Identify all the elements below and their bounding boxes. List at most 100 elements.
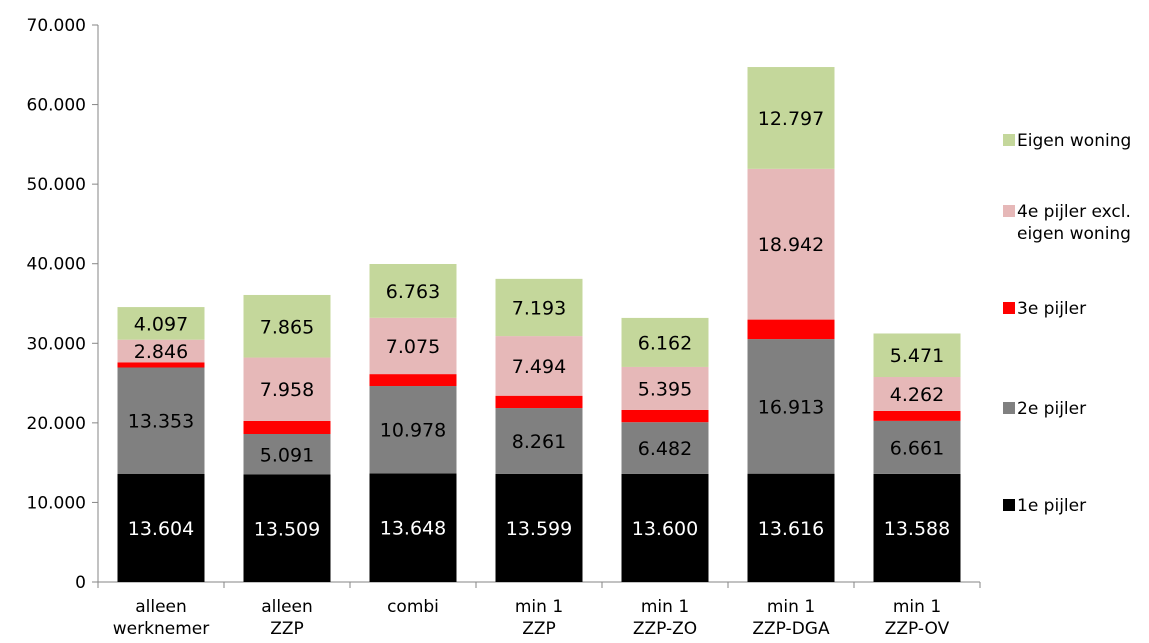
y-tick-label: 10.000 [27,493,86,513]
x-tick-label: min 1 [767,597,815,617]
bar-segment [621,317,709,367]
bar-segment [117,362,205,368]
legend-label: eigen woning [1017,224,1131,244]
legend-swatch [1003,499,1015,511]
bar-segment [621,366,709,410]
legend-swatch [1003,402,1015,414]
data-label: 4.262 [890,384,944,406]
legend-label: Eigen woning [1017,131,1131,151]
bar-segment [621,422,709,474]
bar-segment [369,264,457,318]
bar-segment [243,433,331,475]
x-tick-label: ZZP-DGA [752,619,830,639]
data-label: 6.162 [638,332,692,354]
data-label: 13.616 [758,518,824,540]
legend: Eigen woning 4e pijler excl.eigen woning 3… [1003,131,1131,516]
data-label: 5.091 [260,444,314,466]
y-tick-label: 60.000 [27,96,86,116]
data-label: 7.075 [386,336,440,358]
bar-segment [873,410,961,421]
data-label: 7.193 [512,297,566,319]
bars [117,67,961,582]
data-labels: 13.604 13.509 13.648 13.599 13.600 13.616 13.5… [128,108,950,540]
bar-segment [495,278,583,337]
bar-segment [495,395,583,409]
data-label: 6.482 [638,438,692,460]
bar-segment [747,339,835,474]
data-label: 5.395 [638,378,692,400]
legend-swatch [1003,134,1015,146]
x-tick-label: ZZP [522,619,556,639]
bar-segment [369,374,457,387]
bar-segment [873,420,961,474]
y-tick-label: 0 [75,573,86,593]
y-tick-label: 50.000 [27,175,86,195]
x-tick-label: min 1 [641,597,689,617]
y-tick-label: 70.000 [27,16,86,36]
bar-segment [369,473,457,582]
bar-segment [117,339,205,363]
bar-segment [747,473,835,582]
bar-segment [747,319,835,340]
data-label: 18.942 [758,234,824,256]
bar-segment [621,473,709,582]
data-label: 4.097 [134,313,188,335]
legend-label: 3e pijler [1017,299,1086,319]
data-label: 7.494 [512,356,566,378]
x-tick-label: ZZP-ZO [633,619,697,639]
bar-segment [495,336,583,396]
bar-segment [873,333,961,378]
data-label: 7.958 [260,379,314,401]
x-tick-label: alleen [261,597,313,617]
axes: 0 10.000 20.000 30.000 40.000 50.000 60.000 70.… [27,16,981,639]
data-label: 13.588 [884,518,950,540]
data-label: 13.599 [506,518,572,540]
data-label: 12.797 [758,108,824,130]
bar-segment [873,377,961,411]
legend-swatch [1003,302,1015,314]
data-label: 13.600 [632,518,698,540]
legend-label: 1e pijler [1017,496,1086,516]
data-label: 7.865 [260,316,314,338]
legend-label: 2e pijler [1017,399,1086,419]
data-label: 6.763 [386,281,440,303]
data-label: 2.846 [134,341,188,363]
data-label: 13.648 [380,518,446,540]
y-tick-label: 30.000 [27,334,86,354]
data-label: 10.978 [380,420,446,442]
bar-segment [621,409,709,423]
data-label: 5.471 [890,345,944,367]
bar-segment [117,473,205,582]
data-label: 8.261 [512,431,566,453]
data-label: 13.509 [254,518,320,540]
bar-segment [243,294,331,358]
x-tick-label: min 1 [893,597,941,617]
bar-segment [243,420,331,434]
bar-segment [369,386,457,474]
legend-label: 4e pijler excl. [1017,202,1131,222]
x-tick-label: alleen [135,597,187,617]
x-tick-label: min 1 [515,597,563,617]
x-tick-label: werknemer [113,619,209,639]
bar-segment [243,474,331,582]
data-label: 13.604 [128,518,194,540]
bar-segment [117,367,205,474]
y-tick-label: 40.000 [27,255,86,275]
data-label: 16.913 [758,396,824,418]
bar-segment [243,357,331,421]
bar-segment [747,67,835,169]
data-label: 6.661 [890,437,944,459]
x-tick-label: combi [387,597,439,617]
x-tick-label: ZZP [270,619,304,639]
legend-swatch [1003,205,1015,217]
bar-segment [369,317,457,375]
bar-segment [495,408,583,474]
bar-segment [495,473,583,582]
y-tick-label: 20.000 [27,414,86,434]
x-tick-label: ZZP-OV [885,619,950,639]
bar-segment [117,307,205,340]
data-label: 13.353 [128,411,194,433]
bar-segment [873,473,961,582]
bar-segment [747,168,835,320]
